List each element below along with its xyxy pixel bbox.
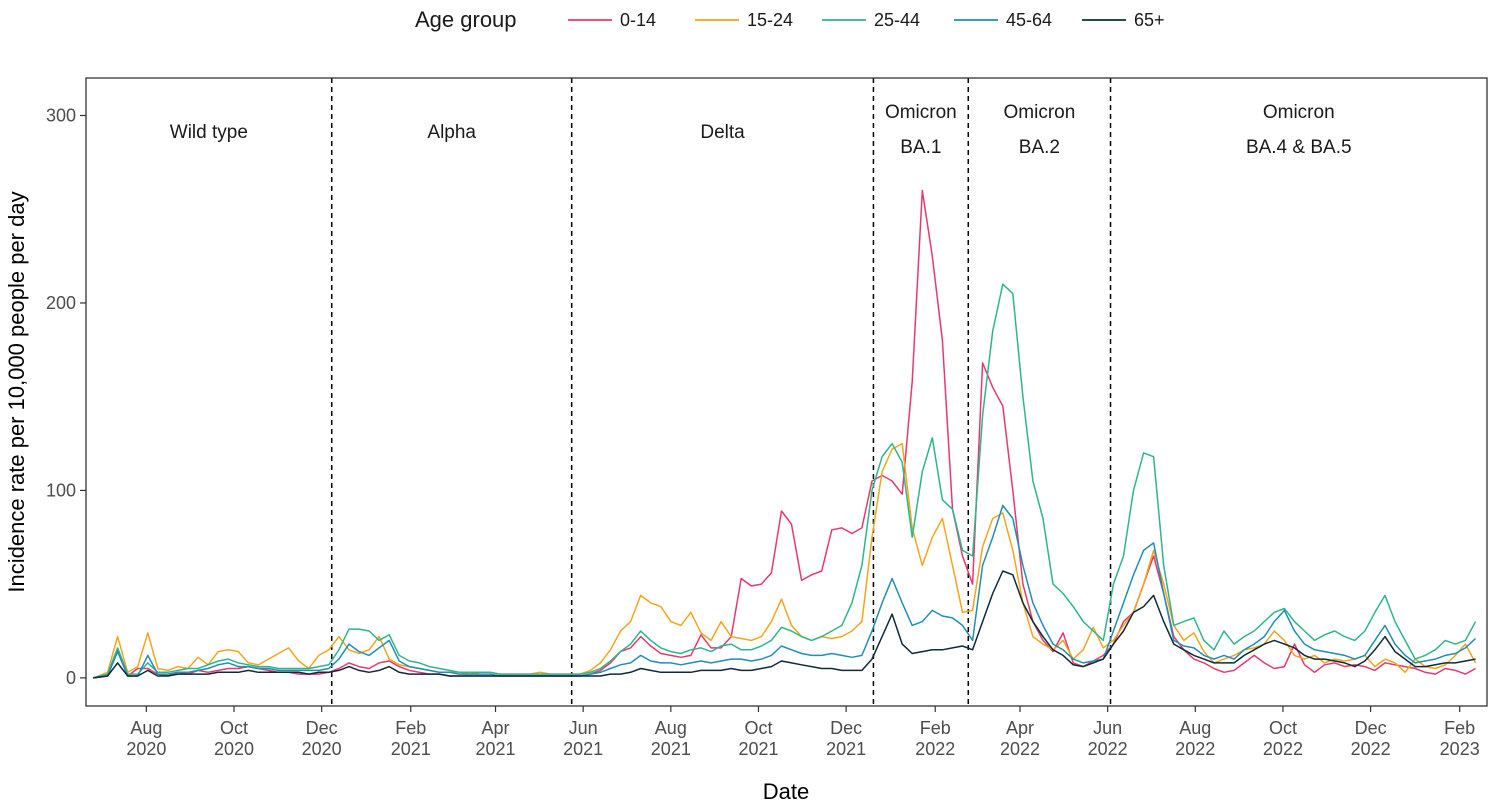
y-axis-title: Incidence rate per 10,000 people per day (4, 191, 29, 592)
series-lines (92, 189, 1477, 679)
x-tick-label: Dec 2020 (302, 718, 342, 759)
period-label: Wild type (170, 122, 248, 143)
series-line-65+ (93, 570, 1476, 679)
period-label: Delta (700, 122, 745, 143)
x-tick-label: Oct 2022 (1263, 718, 1303, 759)
y-axis: 0 100 200 300 (46, 105, 86, 688)
period-sublabel: BA.4 & BA.5 (1246, 137, 1352, 158)
period-label: Omicron (885, 102, 957, 123)
period-sublabel: BA.2 (1019, 137, 1060, 158)
legend-label-0-14: 0-14 (620, 10, 656, 30)
x-tick-label: Aug 2020 (126, 718, 166, 759)
x-tick-label: Dec 2022 (1351, 718, 1391, 759)
y-tick-label: 100 (46, 480, 76, 500)
x-tick-label: Jun 2022 (1088, 718, 1128, 759)
x-tick-label: Oct 2020 (214, 718, 254, 759)
period-annotations: Wild type Alpha Delta Omicron BA.1 Omicron BA.… (170, 78, 1352, 706)
y-tick-label: 300 (46, 105, 76, 125)
x-tick-label: Feb 2023 (1440, 718, 1480, 759)
x-tick-label: Jun 2021 (563, 718, 603, 759)
x-tick-label: Oct 2021 (738, 718, 778, 759)
x-tick-label: Apr 2022 (1000, 718, 1040, 759)
legend-label-25-44: 25-44 (874, 10, 920, 30)
x-tick-label: Aug 2021 (651, 718, 691, 759)
series-line-25-44 (93, 283, 1477, 679)
plot-panel-border (85, 77, 1488, 707)
legend: Age group 0-14 15-24 25-44 45-64 65+ (415, 7, 1165, 32)
x-tick-label: Dec 2021 (826, 718, 866, 759)
period-label: Alpha (427, 122, 476, 143)
y-tick-label: 200 (46, 293, 76, 313)
x-tick-label: Feb 2021 (391, 718, 431, 759)
legend-label-65+: 65+ (1134, 10, 1165, 30)
x-axis-title: Date (763, 779, 809, 804)
x-tick-label: Aug 2022 (1175, 718, 1215, 759)
x-axis: Aug 2020 Oct 2020 Dec 2020 Feb 2021 Apr 2021 Jun 20… (126, 706, 1480, 759)
x-tick-label: Feb 2022 (915, 718, 955, 759)
y-tick-label: 0 (66, 668, 76, 688)
legend-title: Age group (415, 7, 517, 32)
legend-label-45-64: 45-64 (1006, 10, 1052, 30)
period-label: Omicron (1263, 102, 1335, 123)
x-tick-label: Apr 2021 (475, 718, 515, 759)
period-label: Omicron (1004, 102, 1076, 123)
series-line-45-64 (93, 504, 1477, 679)
legend-label-15-24: 15-24 (747, 10, 793, 30)
period-sublabel: BA.1 (900, 137, 941, 158)
